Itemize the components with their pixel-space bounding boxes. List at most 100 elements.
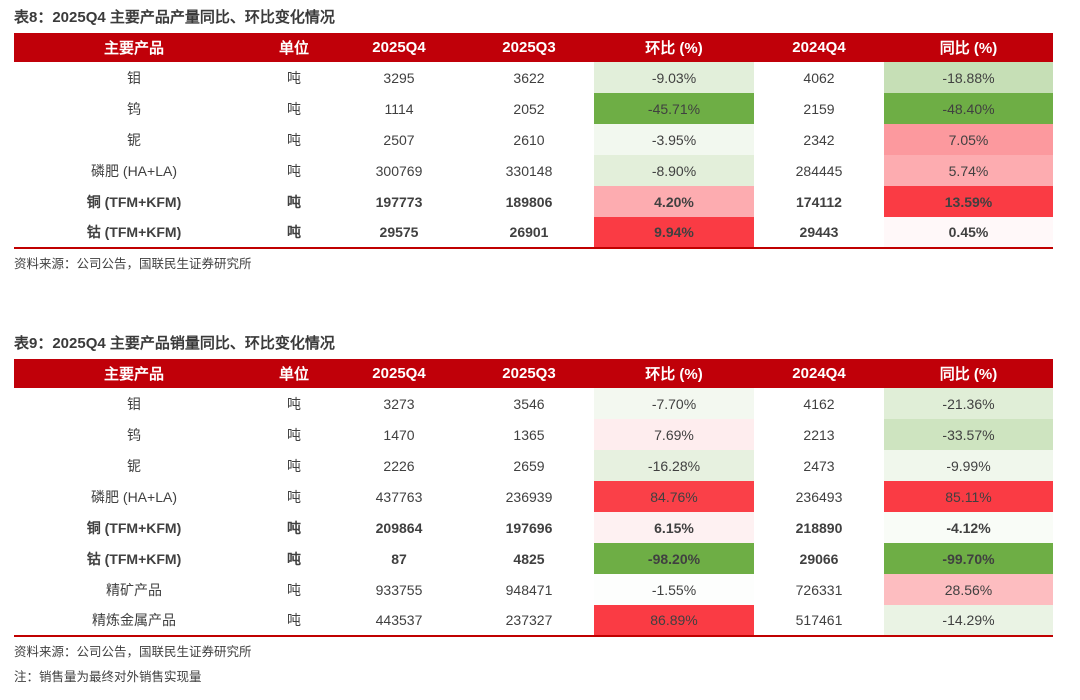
cell-2024q4-value: 236493 — [754, 481, 884, 512]
cell-product: 钼 — [14, 388, 254, 419]
cell-2025q4-value: 300769 — [334, 155, 464, 186]
cell-qoq-pct: -9.03% — [594, 62, 754, 93]
cell-yoy-pct: -99.70% — [884, 543, 1053, 574]
column-header-2024q4: 2024Q4 — [754, 33, 884, 62]
sales-table: 主要产品 单位 2025Q4 2025Q3 环比 (%) 2024Q4 同比 (… — [14, 359, 1053, 637]
cell-unit: 吨 — [254, 419, 334, 450]
cell-qoq-pct: 4.20% — [594, 186, 754, 217]
cell-2025q4-value: 3273 — [334, 388, 464, 419]
cell-2025q3-value: 948471 — [464, 574, 594, 605]
cell-unit: 吨 — [254, 605, 334, 636]
cell-unit: 吨 — [254, 450, 334, 481]
table-row: 钼吨 3295 3622 -9.03% 4062 -18.88% — [14, 62, 1053, 93]
column-header-yoy-pct: 同比 (%) — [884, 33, 1053, 62]
cell-2025q4-value: 87 — [334, 543, 464, 574]
table-row: 钼吨 3273 3546 -7.70% 4162 -21.36% — [14, 388, 1053, 419]
cell-qoq-pct: -45.71% — [594, 93, 754, 124]
cell-2025q4-value: 437763 — [334, 481, 464, 512]
cell-yoy-pct: 13.59% — [884, 186, 1053, 217]
cell-qoq-pct: 9.94% — [594, 217, 754, 248]
cell-unit: 吨 — [254, 62, 334, 93]
cell-2025q3-value: 3622 — [464, 62, 594, 93]
production-table-body: 钼吨 3295 3622 -9.03% 4062 -18.88% 钨吨 1114 2052 -45… — [14, 62, 1053, 248]
cell-2024q4-value: 4062 — [754, 62, 884, 93]
table-row: 铌吨 2507 2610 -3.95% 2342 7.05% — [14, 124, 1053, 155]
cell-2025q3-value: 330148 — [464, 155, 594, 186]
sales-table-source: 资料来源：公司公告，国联民生证券研究所 — [14, 645, 252, 659]
cell-unit: 吨 — [254, 93, 334, 124]
cell-qoq-pct: -1.55% — [594, 574, 754, 605]
cell-unit: 吨 — [254, 217, 334, 248]
cell-product: 精矿产品 — [14, 574, 254, 605]
cell-qoq-pct: 7.69% — [594, 419, 754, 450]
cell-yoy-pct: -4.12% — [884, 512, 1053, 543]
sales-table-body: 钼吨 3273 3546 -7.70% 4162 -21.36% 钨吨 1470 1365 7.6… — [14, 388, 1053, 636]
cell-product: 钴 (TFM+KFM) — [14, 217, 254, 248]
cell-2024q4-value: 726331 — [754, 574, 884, 605]
cell-2025q3-value: 197696 — [464, 512, 594, 543]
cell-yoy-pct: -18.88% — [884, 62, 1053, 93]
column-header-unit: 单位 — [254, 33, 334, 62]
cell-product: 铌 — [14, 450, 254, 481]
report-page: 表8：2025Q4 主要产品产量同比、环比变化情况 主要产品 单位 2025Q4… — [14, 9, 1053, 684]
cell-unit: 吨 — [254, 543, 334, 574]
cell-2024q4-value: 2213 — [754, 419, 884, 450]
cell-2025q4-value: 2226 — [334, 450, 464, 481]
cell-qoq-pct: -98.20% — [594, 543, 754, 574]
column-header-2024q4: 2024Q4 — [754, 359, 884, 388]
table-row: 钨吨 1470 1365 7.69% 2213 -33.57% — [14, 419, 1053, 450]
cell-2025q4-value: 1470 — [334, 419, 464, 450]
section-spacer — [14, 272, 1053, 336]
cell-unit: 吨 — [254, 388, 334, 419]
cell-2024q4-value: 174112 — [754, 186, 884, 217]
cell-yoy-pct: -14.29% — [884, 605, 1053, 636]
cell-2025q3-value: 2052 — [464, 93, 594, 124]
cell-yoy-pct: -33.57% — [884, 419, 1053, 450]
sales-table-note: 注：销售量为最终对外销售实现量 — [14, 670, 202, 684]
production-table-title: 表8：2025Q4 主要产品产量同比、环比变化情况 — [14, 9, 335, 26]
cell-product: 钴 (TFM+KFM) — [14, 543, 254, 574]
cell-2025q4-value: 29575 — [334, 217, 464, 248]
cell-product: 磷肥 (HA+LA) — [14, 155, 254, 186]
sales-table-header-row: 主要产品 单位 2025Q4 2025Q3 环比 (%) 2024Q4 同比 (… — [14, 359, 1053, 388]
column-header-qoq-pct: 环比 (%) — [594, 359, 754, 388]
cell-2025q3-value: 236939 — [464, 481, 594, 512]
cell-2025q3-value: 26901 — [464, 217, 594, 248]
cell-unit: 吨 — [254, 512, 334, 543]
cell-qoq-pct: -8.90% — [594, 155, 754, 186]
production-table: 主要产品 单位 2025Q4 2025Q3 环比 (%) 2024Q4 同比 (… — [14, 33, 1053, 249]
cell-unit: 吨 — [254, 124, 334, 155]
cell-2025q3-value: 1365 — [464, 419, 594, 450]
column-header-2025q4: 2025Q4 — [334, 359, 464, 388]
cell-2025q4-value: 1114 — [334, 93, 464, 124]
cell-2025q3-value: 3546 — [464, 388, 594, 419]
cell-unit: 吨 — [254, 155, 334, 186]
cell-2024q4-value: 4162 — [754, 388, 884, 419]
cell-product: 钨 — [14, 93, 254, 124]
cell-2025q3-value: 189806 — [464, 186, 594, 217]
cell-2025q4-value: 3295 — [334, 62, 464, 93]
column-header-2025q3: 2025Q3 — [464, 359, 594, 388]
table-row: 钴 (TFM+KFM) 吨 87 4825 -98.20% 29066 -99.70% — [14, 543, 1053, 574]
table-row: 磷肥 (HA+LA) 吨 437763 236939 84.76% 236493 85.11… — [14, 481, 1053, 512]
cell-2025q4-value: 197773 — [334, 186, 464, 217]
column-header-qoq-pct: 环比 (%) — [594, 33, 754, 62]
cell-2025q3-value: 2659 — [464, 450, 594, 481]
column-header-product: 主要产品 — [14, 359, 254, 388]
cell-2025q4-value: 443537 — [334, 605, 464, 636]
cell-2025q4-value: 933755 — [334, 574, 464, 605]
cell-qoq-pct: 84.76% — [594, 481, 754, 512]
cell-2024q4-value: 284445 — [754, 155, 884, 186]
table-row: 钴 (TFM+KFM) 吨 29575 26901 9.94% 29443 0.45% — [14, 217, 1053, 248]
column-header-2025q3: 2025Q3 — [464, 33, 594, 62]
cell-unit: 吨 — [254, 574, 334, 605]
cell-2024q4-value: 2473 — [754, 450, 884, 481]
cell-qoq-pct: -3.95% — [594, 124, 754, 155]
cell-yoy-pct: -48.40% — [884, 93, 1053, 124]
cell-yoy-pct: 28.56% — [884, 574, 1053, 605]
cell-yoy-pct: 85.11% — [884, 481, 1053, 512]
cell-2025q3-value: 4825 — [464, 543, 594, 574]
table-row: 铌吨 2226 2659 -16.28% 2473 -9.99% — [14, 450, 1053, 481]
table-row: 精矿产品吨 933755 948471 -1.55% 726331 28.56% — [14, 574, 1053, 605]
column-header-product: 主要产品 — [14, 33, 254, 62]
